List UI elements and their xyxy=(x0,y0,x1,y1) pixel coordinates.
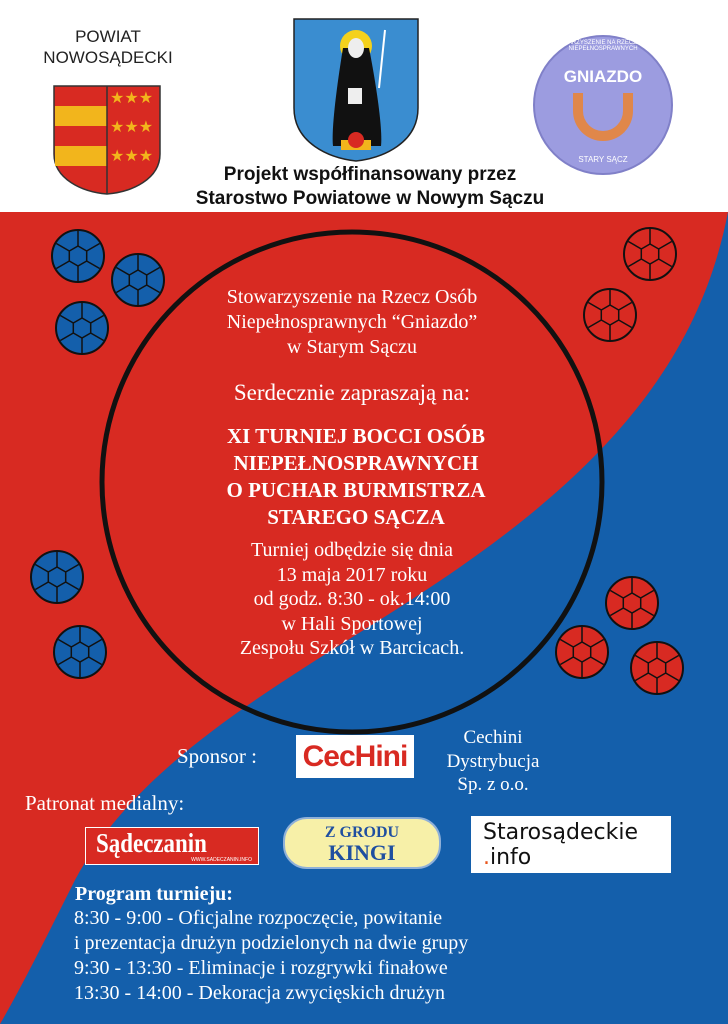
county-logo-text: POWIAT NOWOSĄDECKI xyxy=(40,26,176,68)
sponsor-name-line: Sp. z o.o. xyxy=(457,774,529,795)
title-line: NIEPEŁNOSPRAWNYCH xyxy=(233,451,479,475)
cechini-logo-text: CecHini xyxy=(302,739,409,773)
blue-ball-icon xyxy=(51,229,105,283)
red-ball-icon xyxy=(583,288,637,342)
sponsor-name: Cechini Dystrybucja Sp. z o.o. xyxy=(418,726,568,797)
kingi-line: KINGI xyxy=(328,840,396,865)
hands-icon xyxy=(573,93,633,141)
county-text-line: POWIAT xyxy=(75,27,141,46)
red-ball-icon xyxy=(605,576,659,630)
cofinance-line: Starostwo Powiatowe w Nowym Sączu xyxy=(195,188,545,209)
kingi-line: Z GRODU xyxy=(324,824,400,841)
sadeczanin-logo: Sądeczanin WWW.SADECZANIN.INFO xyxy=(85,827,259,865)
blue-ball-icon xyxy=(111,253,165,307)
event-details: Turniej odbędzie się dnia 13 maja 2017 r… xyxy=(0,538,704,661)
blue-ball-icon xyxy=(30,550,84,604)
event-title: XI TURNIEJ BOCCI OSÓB NIEPEŁNOSPRAWNYCH … xyxy=(4,423,708,531)
invite-line: Serdecznie zapraszają na: xyxy=(233,380,471,405)
detail-line: Turniej odbędzie się dnia xyxy=(250,539,453,561)
starosadeckie-line: info xyxy=(490,845,532,870)
svg-text:★★★: ★★★ xyxy=(110,146,153,165)
gniazdo-city-text: STARY SĄCZ xyxy=(578,155,628,164)
center-circle xyxy=(99,229,605,735)
county-coat-of-arms: ★★★ ★★★ ★★★ xyxy=(53,85,161,195)
sponsor-name-line: Dystrybucja xyxy=(446,750,540,772)
organizer-line: Stowarzyszenie na Rzecz Osób xyxy=(226,286,478,308)
sponsor-label: Sponsor : xyxy=(177,744,257,768)
starosadeckie-logo: Starosądeckie .info xyxy=(471,816,671,873)
red-ball-icon xyxy=(623,227,677,281)
program-line: 8:30 - 9:00 - Oficjalne rozpoczęcie, pow… xyxy=(74,907,443,929)
starosadeckie-line: Starosądeckie xyxy=(483,820,639,845)
county-text-line: NOWOSĄDECKI xyxy=(43,48,173,67)
detail-line: od godz. 8:30 - ok.14:00 xyxy=(253,588,451,610)
detail-line: 13 maja 2017 roku xyxy=(276,563,428,586)
svg-text:★★★: ★★★ xyxy=(110,117,153,136)
svg-text:★★★: ★★★ xyxy=(110,88,153,107)
program-list: 8:30 - 9:00 - Oficjalne rozpoczęcie, pow… xyxy=(74,906,468,1006)
program-title: Program turnieju: xyxy=(75,883,233,905)
red-ball-icon xyxy=(630,641,684,695)
organizer-line: w Starym Sączu xyxy=(287,336,417,358)
sadeczanin-text: Sądeczanin xyxy=(96,828,207,858)
program-line: i prezentacja drużyn podzielonych na dwi… xyxy=(74,932,469,954)
program-line: 9:30 - 13:30 - Eliminacje i rozgrywki fi… xyxy=(74,957,448,979)
gniazdo-logo: GNIAZDO STOWARZYSZENIE NA RZECZ OSÓB NIE… xyxy=(533,35,673,175)
red-ball-icon xyxy=(555,625,609,679)
z-grodu-kingi-logo: Z GRODU KINGI xyxy=(283,817,441,869)
organizer-text: Stowarzyszenie na Rzecz Osób Niepełnospr… xyxy=(0,285,704,360)
blue-ball-icon xyxy=(55,301,109,355)
title-line: XI TURNIEJ BOCCI OSÓB xyxy=(226,424,486,448)
detail-line: w Hali Sportowej xyxy=(281,612,423,635)
stary-sacz-coat-of-arms xyxy=(293,18,419,162)
sponsor-name-line: Cechini xyxy=(463,727,523,748)
organizer-line: Niepełnosprawnych “Gniazdo” xyxy=(226,311,478,333)
media-label: Patronat medialny: xyxy=(25,791,185,815)
title-line: STAREGO SĄCZA xyxy=(267,505,445,529)
detail-line: Zespołu Szkół w Barcicach. xyxy=(239,637,465,659)
cechini-logo: CecHini xyxy=(296,735,414,778)
cofinance-line: Projekt współfinansowany przez xyxy=(223,164,517,185)
title-line: O PUCHAR BURMISTRZA xyxy=(226,478,486,502)
sadeczanin-url: WWW.SADECZANIN.INFO xyxy=(191,857,252,863)
blue-ball-icon xyxy=(53,625,107,679)
gniazdo-ring-text: STOWARZYSZENIE NA RZECZ OSÓB NIEPEŁNOSPR… xyxy=(550,40,656,52)
gniazdo-logo-name: GNIAZDO xyxy=(563,67,643,86)
program-line: 13:30 - 14:00 - Dekoracja zwycięskich dr… xyxy=(74,982,445,1004)
